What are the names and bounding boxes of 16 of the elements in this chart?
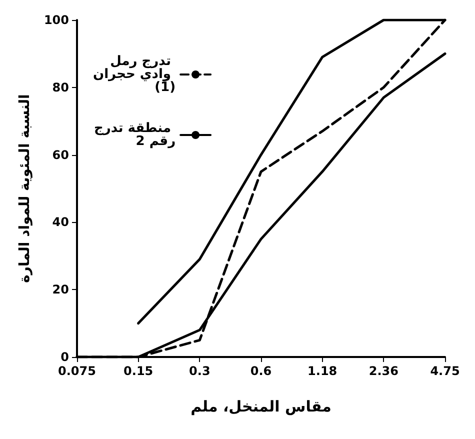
y-tick-label: 80 <box>52 80 69 94</box>
x-tick-label: 0.15 <box>124 364 154 378</box>
y-tick-label: 20 <box>52 282 69 297</box>
legend-label: منطقة تدرج رقم 2 <box>94 121 176 149</box>
x-tick-label: 0.075 <box>58 364 96 378</box>
y-tick-label: 60 <box>52 148 69 162</box>
x-tick-label: 1.18 <box>308 364 338 378</box>
x-tick-label: 0.6 <box>250 364 272 378</box>
y-tick-label: 0 <box>60 350 69 364</box>
y-axis-title: النسبة المئوية للمواد المارة <box>17 94 33 283</box>
y-tick-label: 100 <box>44 13 69 27</box>
x-axis-title: مقاس المنخل، ملم <box>190 398 332 416</box>
x-tick-label: 4.75 <box>430 364 460 378</box>
y-tick-label: 40 <box>52 215 69 230</box>
x-tick-label: 2.36 <box>368 364 398 378</box>
x-tick-label: 0.3 <box>189 364 210 378</box>
